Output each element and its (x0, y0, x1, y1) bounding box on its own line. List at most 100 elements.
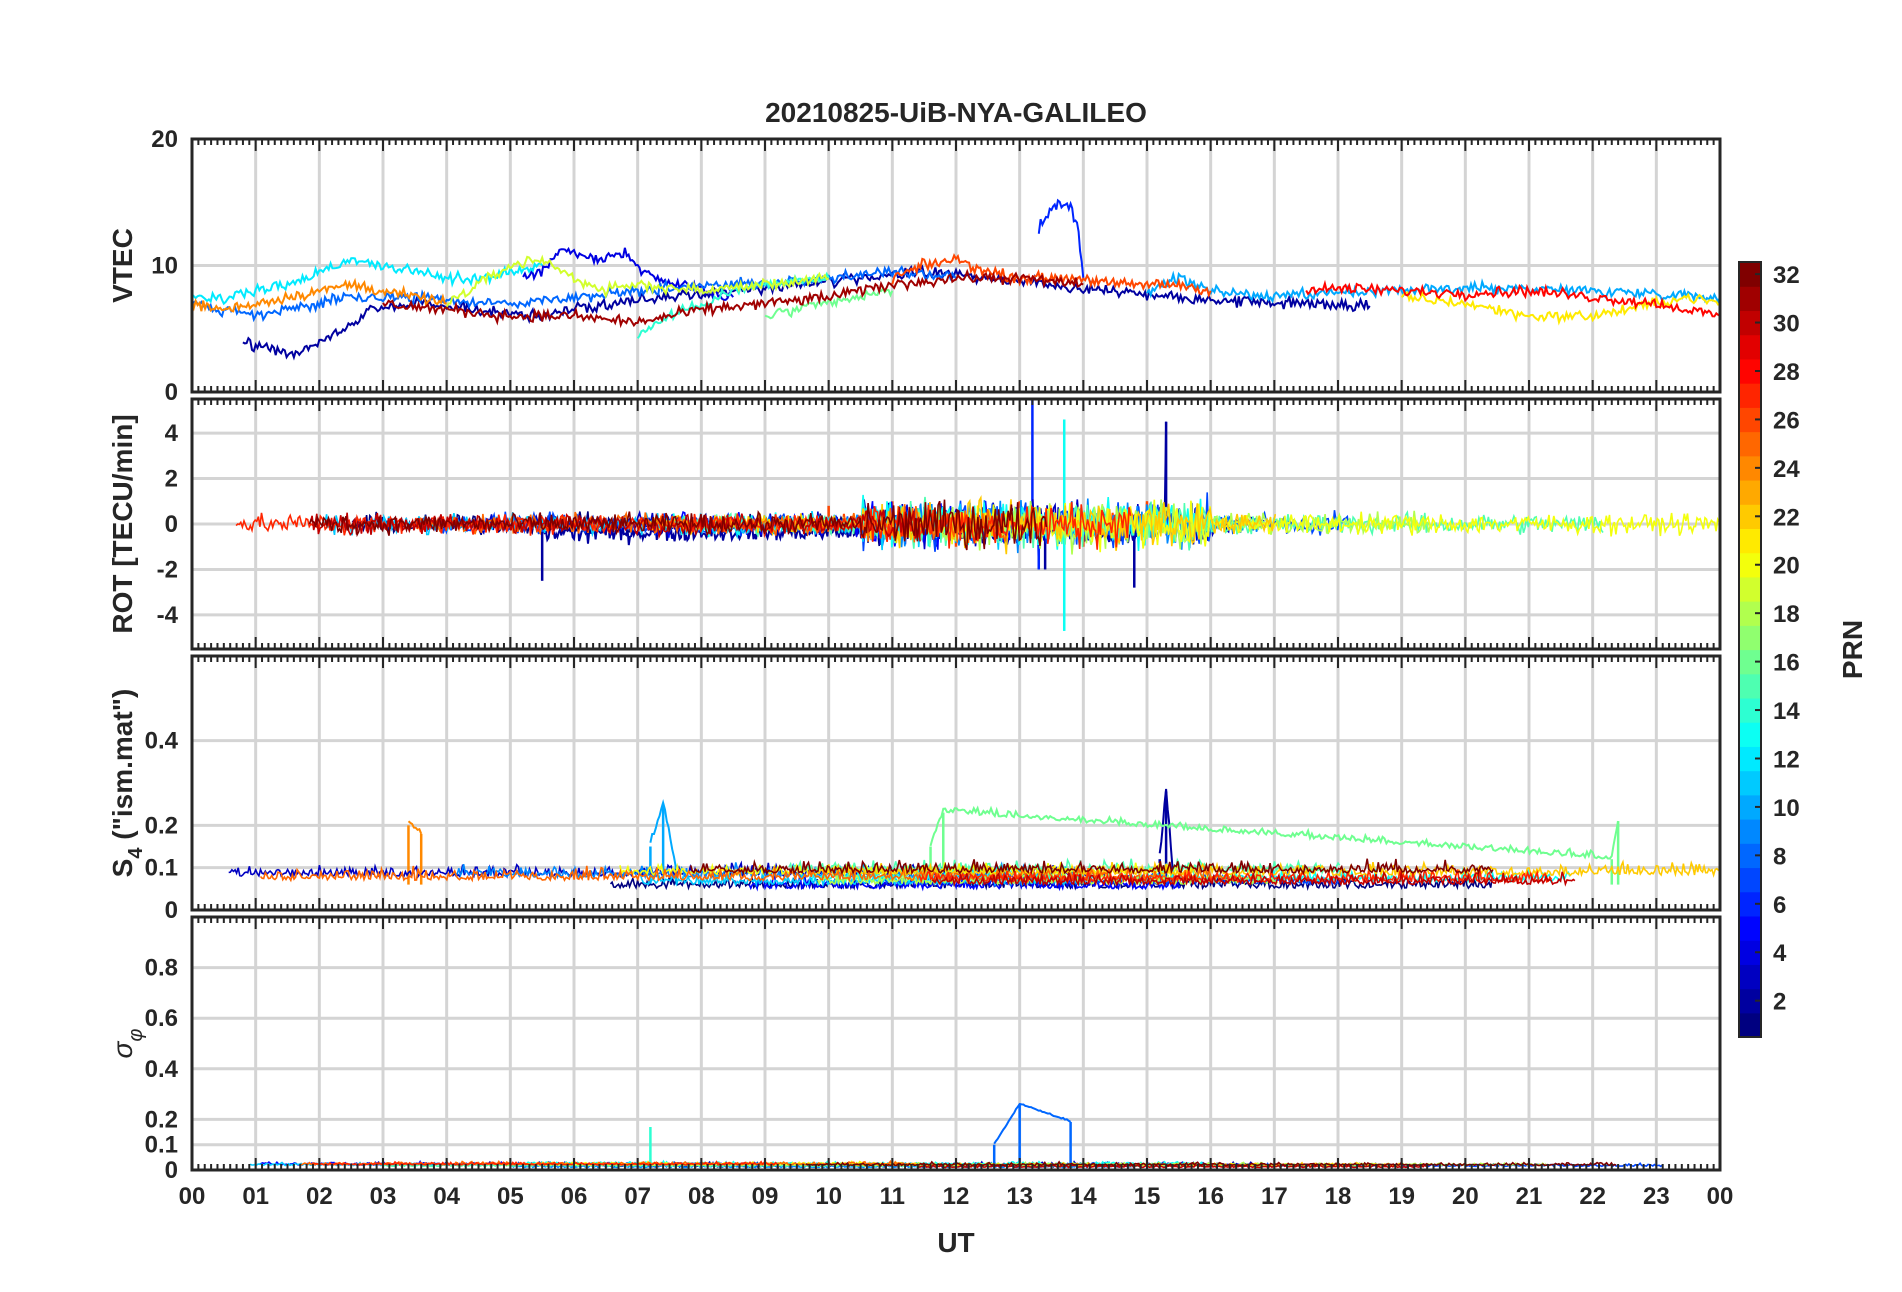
y-axis-label-sub: 4 (125, 847, 147, 859)
x-tick-label: 23 (1643, 1183, 1670, 1210)
panel-frame (190, 654, 1722, 912)
x-tick-label: 01 (242, 1183, 269, 1210)
colorbar-tick-label: 22 (1773, 504, 1800, 531)
colorbar-segment (1739, 722, 1761, 747)
x-tick-label: 00 (1707, 1183, 1734, 1210)
noise-traces (235, 492, 1720, 555)
x-tick-label: 17 (1261, 1183, 1288, 1210)
x-tick-label: 11 (880, 1183, 905, 1210)
colorbar-segment (1739, 649, 1761, 675)
chart-title: 20210825-UiB-NYA-GALILEO (765, 97, 1147, 128)
series-prn-24 (192, 277, 447, 313)
panel-frame (190, 397, 1722, 651)
y-tick-label: 0 (165, 511, 178, 538)
colorbar-frame (1738, 261, 1762, 1038)
colorbar-segment (1739, 479, 1761, 505)
y-tick-label: 0.1 (145, 1132, 178, 1159)
x-tick-label: 02 (306, 1183, 333, 1210)
colorbar-tick-label: 8 (1773, 843, 1786, 870)
x-tick-label: 05 (497, 1183, 524, 1210)
y-tick-label: 0 (165, 897, 178, 924)
colorbar-segment (1739, 940, 1761, 965)
y-axis-label: S4 ("ism.mat") (107, 689, 147, 878)
trace-prn-30 (931, 870, 1576, 888)
colorbar-segment (1739, 286, 1761, 312)
colorbar-tick-label: 6 (1773, 892, 1786, 919)
y-tick-label: 4 (165, 420, 179, 447)
y-tick-label: 0.8 (145, 955, 178, 982)
colorbar-segment (1739, 455, 1761, 481)
y-tick-label: -2 (157, 556, 178, 583)
x-tick-label: 12 (943, 1183, 970, 1210)
y-axis-label-sub: φ (125, 1029, 147, 1042)
x-tick-label: 00 (179, 1183, 206, 1210)
series-group (192, 198, 1720, 361)
y-axis-label-rest: ("ism.mat") (107, 689, 138, 848)
y-axis-label: ROT [TECU/min] (107, 414, 138, 633)
x-axis-label: UT (937, 1227, 974, 1258)
series-prn-10 (649, 799, 677, 868)
y-tick-label: 10 (151, 253, 178, 280)
y-tick-label: 0.1 (145, 855, 178, 882)
x-tick-label: 06 (561, 1183, 588, 1210)
colorbar-segment (1739, 673, 1761, 699)
colorbar-segment (1739, 988, 1761, 1014)
colorbar-tick-label: 30 (1773, 311, 1800, 338)
x-tick-label: 14 (1070, 1183, 1097, 1210)
colorbar-segment (1739, 891, 1761, 917)
x-tick-label: 09 (752, 1183, 779, 1210)
x-tick-label: 20 (1452, 1183, 1479, 1210)
y-tick-label: 0 (165, 379, 178, 406)
colorbar-segment (1739, 819, 1761, 844)
y-tick-label: 0.4 (145, 728, 179, 755)
colorbar-segment (1739, 528, 1761, 554)
colorbar-segment (1739, 1012, 1761, 1038)
colorbar-segment (1739, 867, 1761, 893)
trace-prn-32 (308, 499, 1048, 551)
colorbar-segment (1739, 262, 1761, 287)
colorbar-tick-label: 2 (1773, 989, 1786, 1016)
panel-3: 00.10.20.4S4 ("ism.mat") (107, 654, 1722, 924)
series-prn-24 (407, 820, 423, 835)
y-tick-label: -4 (157, 602, 179, 629)
y-tick-label: 20 (151, 126, 178, 153)
colorbar-segment (1739, 697, 1761, 723)
y-axis-label-main: σ (107, 1040, 138, 1058)
colorbar-segment (1739, 431, 1761, 457)
colorbar-tick-label: 24 (1773, 456, 1800, 483)
y-tick-label: 0.4 (145, 1056, 179, 1083)
colorbar-segment (1739, 334, 1761, 360)
y-axis-label: σφ (107, 1029, 147, 1059)
y-tick-label: 0.6 (145, 1005, 178, 1032)
panel-frame (190, 137, 1722, 394)
panel-frame (190, 915, 1722, 1172)
x-tick-label: 08 (688, 1183, 715, 1210)
trace-prn-20 (930, 499, 1720, 553)
x-tick-label: 10 (815, 1183, 842, 1210)
y-tick-label: 0.2 (145, 1106, 178, 1133)
colorbar-segment (1739, 843, 1761, 869)
colorbar-label: PRN (1837, 620, 1868, 679)
x-tick-label: 04 (433, 1183, 460, 1210)
x-tick-label: 07 (624, 1183, 651, 1210)
colorbar-tick-label: 20 (1773, 553, 1800, 580)
x-tick-label: 22 (1579, 1183, 1606, 1210)
colorbar-segment (1739, 770, 1761, 796)
colorbar-tick-label: 28 (1773, 359, 1800, 386)
noise-traces (228, 857, 1720, 892)
y-tick-label: 2 (165, 466, 178, 493)
y-tick-label: 0 (165, 1157, 178, 1184)
colorbar-segment (1739, 358, 1761, 384)
x-tick-label: 15 (1134, 1183, 1161, 1210)
colorbar-segment (1739, 552, 1761, 578)
colorbar-tick-label: 14 (1773, 698, 1800, 725)
colorbar-tick-label: 32 (1773, 262, 1800, 289)
x-tick-label: 21 (1516, 1183, 1543, 1210)
colorbar-segment (1739, 504, 1761, 530)
x-tick-label: 13 (1006, 1183, 1033, 1210)
x-tick-label: 19 (1388, 1183, 1415, 1210)
colorbar-tick-label: 26 (1773, 407, 1800, 434)
